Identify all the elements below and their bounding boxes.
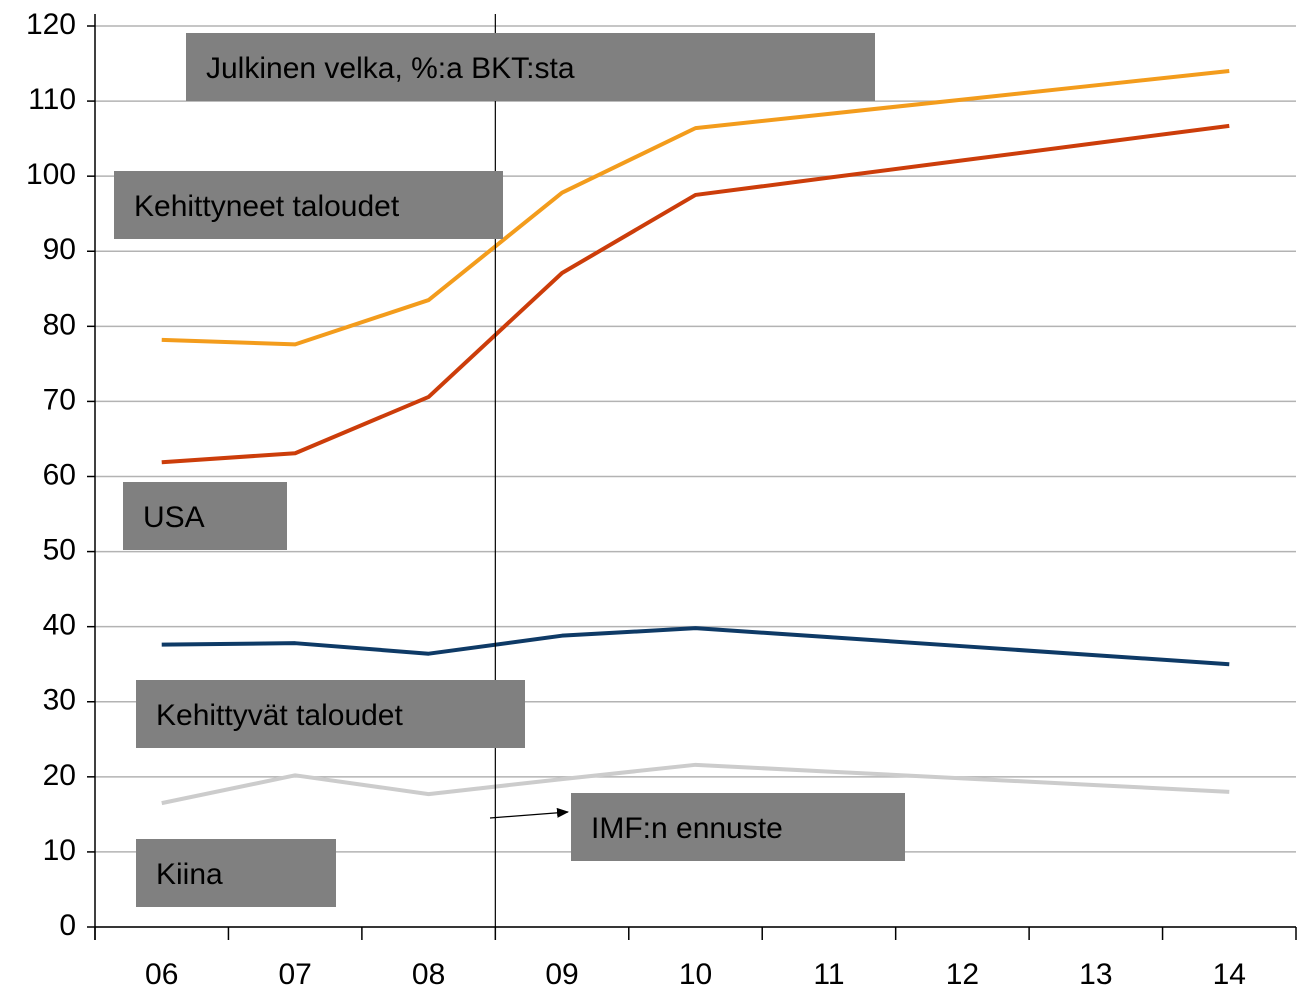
annotation-box [571, 793, 905, 861]
x-tick-label: 11 [813, 958, 844, 991]
y-tick-label: 30 [43, 684, 76, 717]
y-tick-label: 100 [26, 158, 76, 191]
lines [161, 69, 1230, 806]
annotation-arrow [489, 807, 569, 819]
title-box [186, 33, 875, 101]
y-tick-label: 60 [43, 458, 76, 491]
y-tick-label: 50 [43, 534, 76, 567]
y-tick-label: 120 [26, 8, 76, 41]
series-line [161, 762, 1230, 806]
series-line [161, 123, 1230, 465]
legend-box [114, 171, 503, 239]
x-tick-label: 06 [145, 958, 178, 991]
x-tick-label: 14 [1213, 958, 1246, 991]
x-tick-label: 08 [412, 958, 445, 991]
legend-box [136, 680, 525, 748]
x-tick-label: 07 [278, 958, 311, 991]
legend-box [123, 482, 287, 550]
series-line [161, 626, 1230, 667]
chart-title: Julkinen velka, %:a BKT:sta [206, 52, 575, 85]
y-tick-label: 90 [43, 233, 76, 266]
annotation: IMF:n ennuste [591, 812, 783, 845]
legend-label: USA [143, 501, 205, 534]
y-tick-label: 110 [28, 83, 76, 116]
legend-label: Kiina [156, 858, 223, 891]
x-tick-label: 09 [545, 958, 578, 991]
y-tick-label: 70 [43, 383, 76, 416]
series-line [161, 69, 1230, 347]
y-tick-label: 10 [43, 834, 76, 867]
y-tick-label: 80 [43, 308, 76, 341]
legend-label: Kehittyvät taloudet [156, 699, 403, 732]
grid [95, 25, 1296, 928]
legend-box [136, 839, 336, 907]
x-tick-label: 13 [1079, 958, 1112, 991]
y-tick-label: 20 [43, 759, 76, 792]
y-tick-label: 0 [59, 909, 76, 942]
legend-label: Kehittyneet taloudet [134, 190, 400, 223]
x-tick-label: 10 [679, 958, 712, 991]
y-tick-label: 40 [43, 609, 76, 642]
x-tick-label: 12 [946, 958, 979, 991]
